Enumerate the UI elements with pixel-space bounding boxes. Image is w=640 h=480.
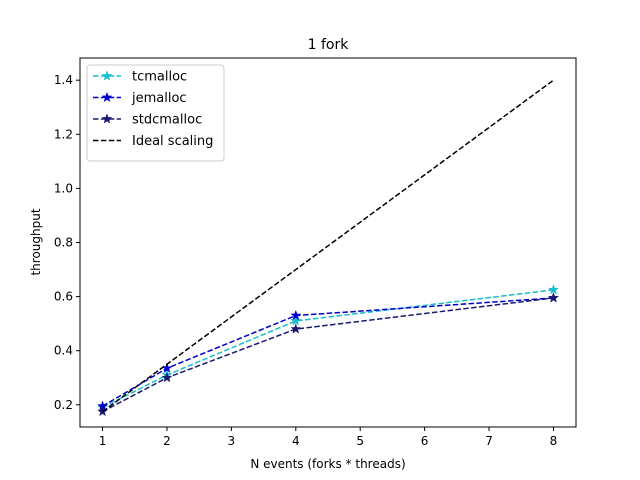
x-tick-label: 3 bbox=[228, 434, 236, 448]
legend-label-stdcmalloc: stdcmalloc bbox=[132, 113, 202, 128]
series-line-ideal-scaling bbox=[102, 79, 554, 413]
x-tick-label: 4 bbox=[292, 434, 300, 448]
data-point-jemalloc bbox=[290, 309, 302, 321]
legend: tcmalloc jemalloc stdcmalloc Ideal scaling bbox=[86, 64, 225, 162]
x-tick-label: 5 bbox=[356, 434, 364, 448]
x-tick-label: 6 bbox=[421, 434, 429, 448]
y-axis-label: throughput bbox=[29, 208, 43, 275]
data-point-stdcmalloc bbox=[161, 371, 173, 383]
y-tick-label: 0.4 bbox=[54, 344, 73, 358]
series-line-jemalloc bbox=[102, 297, 554, 407]
y-axis: 0.2 0.4 0.6 0.8 1.0 1.2 1.4 bbox=[54, 73, 80, 412]
legend-box bbox=[86, 64, 225, 162]
x-tick-label: 8 bbox=[550, 434, 558, 448]
x-tick-label: 2 bbox=[163, 434, 171, 448]
x-axis: 1 2 3 4 5 6 7 8 bbox=[99, 427, 558, 448]
legend-marker-tcmalloc bbox=[101, 70, 113, 81]
y-tick-label: 1.0 bbox=[54, 181, 73, 195]
y-tick-label: 1.2 bbox=[54, 127, 73, 141]
data-point-stdcmalloc bbox=[290, 323, 302, 334]
y-tick-label: 0.8 bbox=[54, 236, 73, 250]
chart-title: 1 fork bbox=[308, 37, 350, 53]
series-line-stdcmalloc bbox=[102, 297, 554, 413]
legend-marker-stdcmalloc bbox=[101, 113, 113, 124]
x-tick-label: 7 bbox=[485, 434, 493, 448]
legend-label-tcmalloc: tcmalloc bbox=[132, 70, 187, 85]
legend-label-jemalloc: jemalloc bbox=[131, 91, 187, 106]
data-point-tcmalloc bbox=[290, 315, 302, 326]
y-tick-label: 0.2 bbox=[54, 398, 73, 412]
x-tick-label: 1 bbox=[99, 434, 107, 448]
data-point-tcmalloc bbox=[547, 284, 559, 295]
plot-area bbox=[97, 79, 559, 417]
legend-label-ideal-scaling: Ideal scaling bbox=[132, 134, 213, 149]
legend-marker-jemalloc bbox=[101, 91, 113, 103]
data-point-stdcmalloc bbox=[547, 292, 559, 303]
x-axis-label: N events (forks * threads) bbox=[250, 457, 405, 471]
y-tick-label: 0.6 bbox=[54, 290, 73, 304]
series-line-tcmalloc bbox=[102, 289, 554, 409]
y-tick-label: 1.4 bbox=[54, 73, 73, 87]
